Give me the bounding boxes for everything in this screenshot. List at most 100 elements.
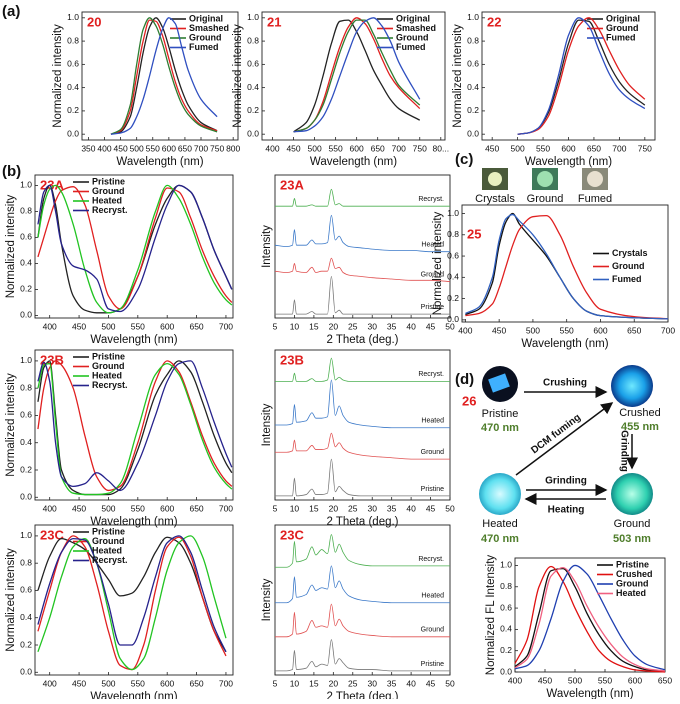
- series-line: [37, 535, 227, 671]
- y-tick-label: 1.0: [500, 560, 512, 570]
- x-tick-label: 500: [101, 321, 115, 331]
- series-label: Recryst.: [418, 556, 444, 563]
- y-tick-label: 0.0: [467, 128, 479, 138]
- y-axis-label: Normalized intensity: [5, 548, 17, 652]
- arrow-label: Grinding: [618, 430, 629, 472]
- x-axis-label: Wavelength (nm): [525, 156, 612, 168]
- chart-title: 23C: [40, 527, 64, 542]
- y-tick-label: 0.6: [500, 602, 512, 612]
- series-line: [293, 17, 421, 133]
- arrow-label: DCM fuming: [529, 412, 583, 456]
- state-name: Heated: [482, 518, 517, 530]
- chart-title: 21: [267, 14, 281, 29]
- x-tick-label: 700: [219, 321, 233, 331]
- y-tick-label: 0.4: [67, 82, 79, 92]
- series-label: Pristine: [421, 661, 444, 668]
- x-tick-label: 20: [329, 503, 339, 513]
- y-tick-label: 0.0: [247, 128, 259, 138]
- legend-label: Recryst.: [92, 205, 128, 215]
- photo-label: Fumed: [578, 193, 612, 205]
- arrow-label: Grinding: [545, 476, 587, 487]
- x-tick-label: 20: [329, 321, 339, 331]
- x-axis-label: Wavelength (nm): [90, 334, 177, 346]
- legend-label: Ground: [92, 361, 125, 371]
- x-tick-label: 650: [189, 321, 203, 331]
- series-label: Recryst.: [418, 371, 444, 378]
- photo: [537, 171, 553, 187]
- y-tick-label: 1.0: [247, 12, 259, 22]
- x-tick-label: 25: [348, 678, 358, 688]
- x-tick-label: 450: [492, 325, 506, 335]
- x-tick-label: 500: [526, 325, 540, 335]
- x-tick-label: 600: [628, 675, 642, 685]
- x-tick-label: 15: [309, 503, 319, 513]
- y-tick-label: 1.0: [20, 530, 32, 540]
- chart-title: 25: [467, 226, 481, 241]
- state-emission: 470 nm: [481, 422, 519, 434]
- photo-label: Ground: [527, 193, 564, 205]
- x-tick-label: 500: [130, 143, 144, 153]
- x-tick-label: 600: [350, 143, 364, 153]
- series-line: [110, 17, 218, 135]
- x-tick-label: 500: [307, 143, 321, 153]
- state-emission: 470 nm: [481, 533, 519, 545]
- series-line: [37, 536, 227, 653]
- x-tick-label: 700: [661, 325, 675, 335]
- y-tick-label: 0.0: [67, 128, 79, 138]
- plot-frame: [34, 349, 234, 501]
- x-tick-label: 700: [219, 503, 233, 513]
- y-axis-label: Normalized intensity: [232, 24, 244, 128]
- legend-label: Heated: [92, 545, 122, 555]
- state-emission: 455 nm: [621, 421, 659, 433]
- y-tick-label: 0.0: [20, 310, 32, 320]
- legend-label: Fumed: [189, 42, 219, 52]
- legend-label: Heated: [92, 370, 122, 380]
- y-tick-label: 0.2: [447, 293, 459, 303]
- legend-label: Original: [189, 13, 223, 23]
- plot-frame: [514, 557, 666, 673]
- x-tick-label: 15: [309, 321, 319, 331]
- legend-label: Heated: [616, 588, 646, 598]
- y-tick-label: 0.4: [500, 624, 512, 634]
- legend-label: Recryst.: [92, 555, 128, 565]
- series-line: [465, 214, 669, 320]
- x-tick-label: 750: [413, 143, 427, 153]
- y-tick-label: 0.2: [247, 105, 259, 115]
- x-tick-label: 450: [72, 321, 86, 331]
- y-tick-label: 0.2: [20, 639, 32, 649]
- series-line: [465, 213, 669, 320]
- series-line: [37, 360, 233, 492]
- legend-label: Recryst.: [92, 380, 128, 390]
- x-tick-label: 10: [290, 678, 300, 688]
- x-tick-label: 450: [485, 143, 499, 153]
- series-line: [275, 603, 450, 638]
- x-tick-label: 500: [101, 503, 115, 513]
- chart-title: 23A: [280, 177, 304, 192]
- legend-label: Ground: [92, 186, 125, 196]
- series-line: [37, 362, 233, 496]
- x-tick-label: 550: [329, 143, 343, 153]
- series-line: [274, 275, 450, 315]
- y-tick-label: 0.6: [247, 59, 259, 69]
- x-tick-label: 35: [387, 503, 397, 513]
- arrow-label: Heating: [548, 505, 585, 516]
- y-tick-label: 0.8: [20, 206, 32, 216]
- series-line: [514, 566, 666, 672]
- x-tick-label: 50: [445, 321, 455, 331]
- x-tick-label: 550: [146, 143, 160, 153]
- x-tick-label: 550: [598, 675, 612, 685]
- legend-label: Smashed: [189, 23, 229, 33]
- plot-frame: [274, 174, 451, 319]
- x-tick-label: 650: [189, 503, 203, 513]
- x-tick-label: 700: [392, 143, 406, 153]
- x-tick-label: 10: [290, 321, 300, 331]
- y-axis-label: Normalized intensity: [452, 24, 464, 128]
- x-tick-label: 500: [568, 675, 582, 685]
- series-line: [274, 214, 450, 253]
- legend-label: Smashed: [396, 23, 436, 33]
- legend-label: Original: [396, 13, 430, 23]
- y-tick-label: 1.0: [447, 208, 459, 218]
- legend-label: Ground: [612, 261, 645, 271]
- legend-label: Fumed: [606, 32, 636, 42]
- y-tick-label: 0.4: [447, 272, 459, 282]
